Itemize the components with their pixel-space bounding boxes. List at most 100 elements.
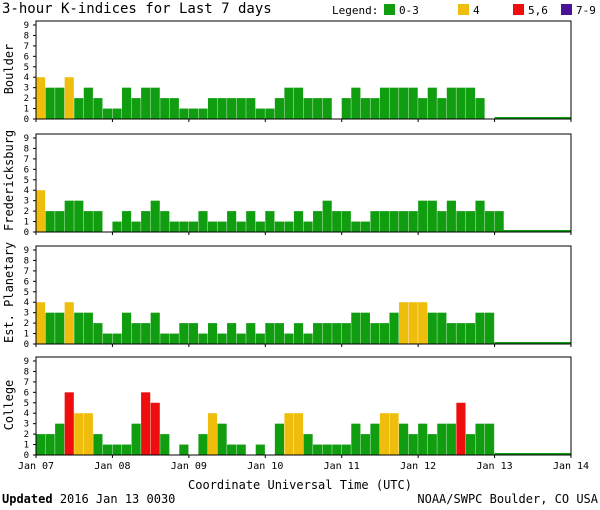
bar-1-35 bbox=[370, 211, 380, 232]
bar-0-33 bbox=[351, 87, 361, 119]
bar-0-43 bbox=[446, 87, 456, 119]
bar-3-31 bbox=[332, 444, 342, 455]
bar-0-9 bbox=[121, 87, 132, 119]
bar-2-21 bbox=[236, 333, 246, 344]
bar-0-41 bbox=[427, 87, 437, 119]
bar-0-19 bbox=[217, 98, 227, 119]
bar-2-1 bbox=[45, 312, 55, 344]
bar-3-4 bbox=[74, 413, 84, 455]
bar-0-38 bbox=[399, 87, 409, 119]
bar-2-34 bbox=[360, 312, 370, 344]
bar-3-13 bbox=[160, 434, 170, 455]
x-axis-title: Coordinate Universal Time (UTC) bbox=[188, 478, 412, 492]
updated-value: 2016 Jan 13 0030 bbox=[59, 492, 176, 506]
bar-3-38 bbox=[399, 423, 409, 455]
bar-2-32 bbox=[341, 323, 351, 344]
bar-0-16 bbox=[188, 108, 199, 119]
bar-0-24 bbox=[265, 108, 275, 119]
bar-2-14 bbox=[169, 333, 179, 344]
bar-3-28 bbox=[303, 434, 313, 455]
panel-label-college: College bbox=[2, 379, 16, 431]
bar-0-28 bbox=[303, 98, 313, 119]
bar-0-17 bbox=[198, 108, 208, 119]
bar-0-21 bbox=[236, 98, 246, 119]
bar-1-1 bbox=[45, 211, 55, 232]
bar-3-20 bbox=[227, 444, 237, 455]
y-tick-label-1-7: 7 bbox=[24, 155, 29, 165]
y-tick-label-0-3: 3 bbox=[24, 84, 29, 94]
bar-1-26 bbox=[284, 221, 294, 232]
bar-3-11 bbox=[141, 392, 151, 455]
bar-3-44 bbox=[456, 402, 466, 455]
bar-1-48 bbox=[494, 211, 504, 232]
bar-1-5 bbox=[83, 211, 93, 232]
bar-1-4 bbox=[74, 200, 84, 232]
panel-label-fredericksburg: Fredericksburg bbox=[2, 129, 16, 231]
bar-0-32 bbox=[341, 98, 351, 119]
y-tick-label-1-8: 8 bbox=[24, 144, 29, 154]
bar-1-39 bbox=[408, 211, 418, 232]
bar-0-23 bbox=[255, 108, 265, 119]
y-tick-label-1-5: 5 bbox=[24, 176, 29, 186]
x-tick-label-0: Jan 07 bbox=[18, 461, 54, 472]
bar-3-37 bbox=[389, 413, 399, 455]
source-credit: NOAA/SWPC Boulder, CO USA bbox=[417, 492, 598, 506]
legend-item-5-6: 5,6 bbox=[513, 4, 548, 17]
bar-1-30 bbox=[322, 200, 332, 232]
bar-1-0 bbox=[36, 190, 46, 232]
legend-label-5-6: 5,6 bbox=[528, 4, 548, 17]
bar-3-46 bbox=[475, 423, 485, 455]
bar-2-36 bbox=[379, 323, 390, 344]
bar-0-46 bbox=[475, 98, 485, 119]
bar-1-31 bbox=[332, 211, 342, 232]
bar-2-35 bbox=[370, 323, 380, 344]
legend-label-0-3: 0-3 bbox=[399, 4, 419, 17]
bar-2-26 bbox=[284, 333, 294, 344]
bar-0-42 bbox=[437, 98, 447, 119]
bar-0-22 bbox=[246, 98, 256, 119]
bar-2-12 bbox=[150, 312, 160, 344]
bar-0-0 bbox=[36, 77, 46, 119]
bar-2-17 bbox=[198, 333, 208, 344]
bar-3-45 bbox=[465, 434, 476, 455]
y-tick-label-3-9: 9 bbox=[24, 357, 29, 367]
bar-1-45 bbox=[465, 211, 476, 232]
bar-2-2 bbox=[55, 312, 65, 344]
bar-0-3 bbox=[64, 77, 74, 119]
panel-frame-2 bbox=[35, 245, 572, 345]
bar-0-30 bbox=[322, 98, 332, 119]
legend-item-4: 4 bbox=[458, 4, 480, 17]
panel-label-est-planetary: Est. Planetary bbox=[2, 241, 16, 343]
bar-3-26 bbox=[284, 413, 294, 455]
bar-2-41 bbox=[427, 312, 437, 344]
bar-0-40 bbox=[418, 98, 428, 119]
y-tick-label-3-3: 3 bbox=[24, 420, 29, 430]
y-tick-label-2-8: 8 bbox=[24, 256, 29, 266]
y-tick-label-2-3: 3 bbox=[24, 309, 29, 319]
y-tick-label-3-6: 6 bbox=[24, 388, 29, 398]
bar-3-32 bbox=[341, 444, 351, 455]
y-tick-label-3-5: 5 bbox=[24, 399, 29, 409]
legend-item-7-9: 7-9 bbox=[561, 4, 596, 17]
y-tick-label-0-7: 7 bbox=[24, 42, 29, 52]
bar-2-13 bbox=[160, 333, 170, 344]
bar-2-31 bbox=[332, 323, 342, 344]
panel-frame-0 bbox=[35, 20, 572, 120]
y-tick-label-0-5: 5 bbox=[24, 63, 29, 73]
bar-1-46 bbox=[475, 200, 485, 232]
bar-2-3 bbox=[64, 302, 74, 344]
y-tick-label-2-6: 6 bbox=[24, 277, 29, 287]
bar-3-39 bbox=[408, 434, 418, 455]
bar-1-16 bbox=[188, 221, 199, 232]
bar-1-21 bbox=[236, 221, 246, 232]
bar-3-42 bbox=[437, 423, 447, 455]
bar-0-10 bbox=[131, 98, 141, 119]
y-tick-label-3-2: 2 bbox=[24, 430, 29, 440]
y-tick-label-1-4: 4 bbox=[24, 186, 29, 196]
bar-1-9 bbox=[121, 211, 132, 232]
bar-1-38 bbox=[399, 211, 409, 232]
y-tick-label-2-2: 2 bbox=[24, 319, 29, 329]
x-tick-label-6: Jan 13 bbox=[477, 461, 513, 472]
